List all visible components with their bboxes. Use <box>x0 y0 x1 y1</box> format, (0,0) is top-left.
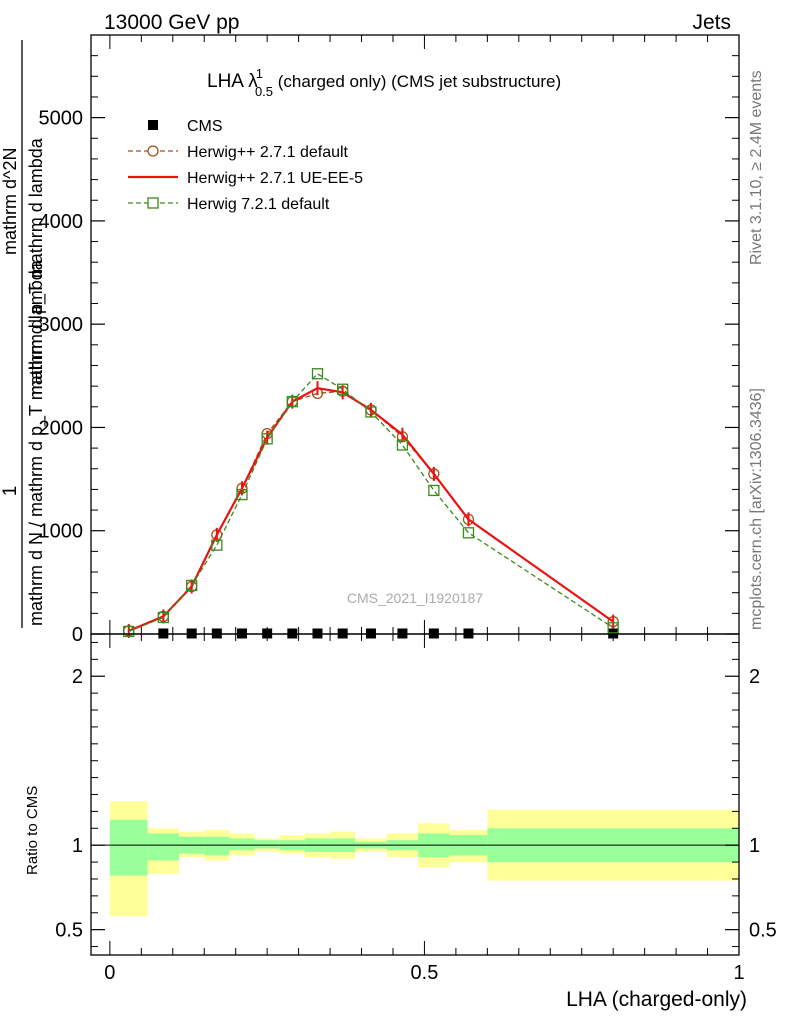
ratio-inner-band <box>147 833 180 861</box>
ratio-y-tick-label: 1 <box>72 835 83 857</box>
legend-label: Herwig++ 2.7.1 UE-EE-5 <box>187 170 363 187</box>
ratio-y-tick-label-right: 1 <box>749 835 760 857</box>
ratio-y-tick-label: 2 <box>72 666 83 688</box>
herwig721-marker <box>236 488 248 501</box>
herwig721-marker <box>157 611 169 624</box>
ratio-bands <box>109 801 739 917</box>
mcplots-label: mcplots.cern.ch [arXiv:1306.3436] <box>748 388 765 630</box>
herwig721-marker <box>365 406 377 418</box>
herwig721-marker <box>261 433 273 445</box>
ratio-inner-band <box>109 819 148 876</box>
main-y-tick-label: 0 <box>72 624 83 646</box>
main-y-tick-label: 2000 <box>39 417 84 439</box>
herwig721-marker <box>396 439 409 451</box>
ratio-y-axis-label: Ratio to CMS <box>24 786 41 875</box>
x-tick-label: 0.5 <box>411 962 439 984</box>
main-y-tick-label: 1000 <box>39 521 84 543</box>
plot-title-sub: 0.5 <box>255 84 273 99</box>
ratio-inner-band <box>254 840 280 849</box>
legend-cms-marker <box>148 120 158 130</box>
herwig721-line <box>128 372 614 633</box>
legend-label: CMS <box>187 118 223 135</box>
ratio-y-tick-label: 0.5 <box>55 920 83 942</box>
main-axis-ticks: 0 1000 2000 3000 4000 5000 <box>39 34 740 646</box>
ratio-y-tick-label-right: 2 <box>749 666 760 688</box>
analysis-watermark: CMS_2021_I1920187 <box>347 590 483 606</box>
ratio-inner-band <box>204 836 230 856</box>
plot-title-rest: (charged only) (CMS jet substructure) <box>273 72 561 91</box>
plot-title-sup: 1 <box>256 66 263 81</box>
x-axis-label: LHA (charged-only) <box>566 988 747 1011</box>
herwig721-marker <box>428 484 440 497</box>
legend-herwig721-marker <box>147 197 159 209</box>
ratio-y-tick-label-right: 0.5 <box>749 920 777 942</box>
process-label: Jets <box>692 11 731 34</box>
main-y-axis-label: 1 mathrm d N / mathrm d p_T mathrm d lam… <box>0 40 47 628</box>
legend-label: Herwig 7.2.1 default <box>187 196 330 213</box>
legend-label: Herwig++ 2.7.1 default <box>187 144 349 161</box>
herwig721-marker <box>311 368 324 380</box>
x-tick-label: 0 <box>104 962 115 984</box>
x-tick-label: 1 <box>733 962 744 984</box>
plot-title: LHA λ1 0.5 (charged only) (CMS jet substr… <box>207 66 561 99</box>
y-label-fraction-denominator: mathrm d N / mathrm d p_T mathrm d lambd… <box>26 259 47 626</box>
main-plot-marks <box>123 368 619 639</box>
herwig721-marker <box>337 383 349 395</box>
herwig721-marker <box>286 395 298 408</box>
collision-label: 13000 GeV pp <box>104 11 239 34</box>
y-label-fraction2-numerator: mathrm d^2N <box>0 148 20 255</box>
ratio-axis-ticks: 0.5 0.51 12 20 0.5 1 <box>55 634 777 984</box>
herwig721-marker <box>186 579 198 592</box>
legend: CMS Herwig++ 2.7.1 default Herwig++ 2.7.1 … <box>128 118 363 213</box>
ratio-inner-band <box>229 838 255 851</box>
herwig721-marker <box>123 625 135 638</box>
main-y-tick-label: 4000 <box>39 211 84 233</box>
ratio-panel: 0.5 0.51 12 20 0.5 1 Ratio to CMS LHA (charge… <box>24 633 777 1011</box>
ratio-plot-frame <box>90 633 740 956</box>
herwig721-marker <box>607 622 619 634</box>
rivet-label: Rivet 3.1.10, ≥ 2.4M events <box>748 70 765 265</box>
herwig721-marker <box>211 539 223 551</box>
main-y-tick-label: 5000 <box>39 108 84 130</box>
y-label-fraction-numerator: 1 <box>0 486 21 497</box>
herwig721-marker <box>462 527 475 539</box>
main-y-tick-label: 3000 <box>39 314 84 336</box>
y-label-fraction2-denominator: mathrm d p_T mathrm d lambda <box>26 137 47 395</box>
plot-title-main: LHA λ <box>207 71 258 92</box>
legend-herwig-default-marker <box>147 145 159 157</box>
